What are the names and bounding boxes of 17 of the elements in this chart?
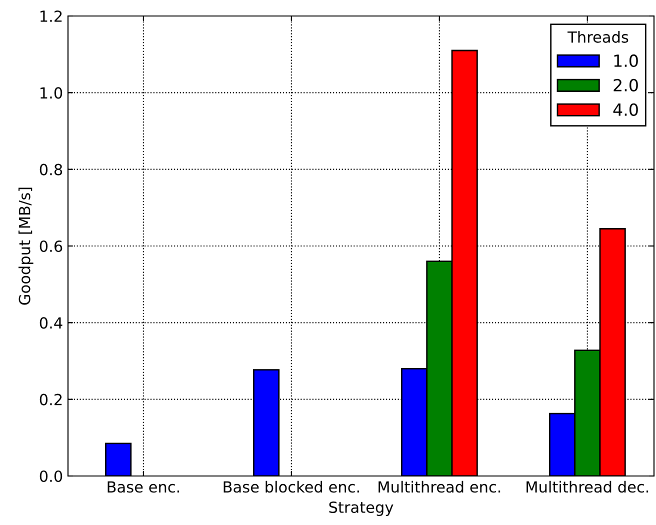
x-tick-label: Base enc. (108, 481, 180, 493)
x-axis-title: Strategy (329, 501, 394, 516)
x-tick-label: Multithread enc. (378, 480, 500, 493)
y-tick-label: 0.2 (40, 394, 62, 406)
y-tick-label: 0.4 (40, 317, 62, 329)
x-tick-label: Base blocked enc. (224, 480, 359, 493)
legend-label: 4.0 (613, 103, 638, 116)
y-tick-label: 0.8 (40, 164, 62, 176)
y-tick-label: 0.6 (40, 240, 62, 252)
y-tick-label: 1.2 (40, 10, 62, 22)
y-tick-label: 0.0 (40, 470, 62, 482)
legend-title: Threads (568, 31, 628, 43)
legend-label: 1.0 (614, 54, 638, 68)
x-tick-label: Multithread dec. (526, 480, 648, 493)
y-tick-label: 1.0 (40, 87, 62, 99)
legend-label: 2.0 (614, 78, 638, 92)
y-axis-title: Goodput [MB/s] (18, 188, 34, 305)
